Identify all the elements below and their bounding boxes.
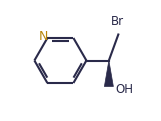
Polygon shape: [104, 60, 113, 87]
Text: N: N: [39, 30, 48, 43]
Text: OH: OH: [115, 83, 133, 96]
Text: Br: Br: [111, 15, 124, 28]
